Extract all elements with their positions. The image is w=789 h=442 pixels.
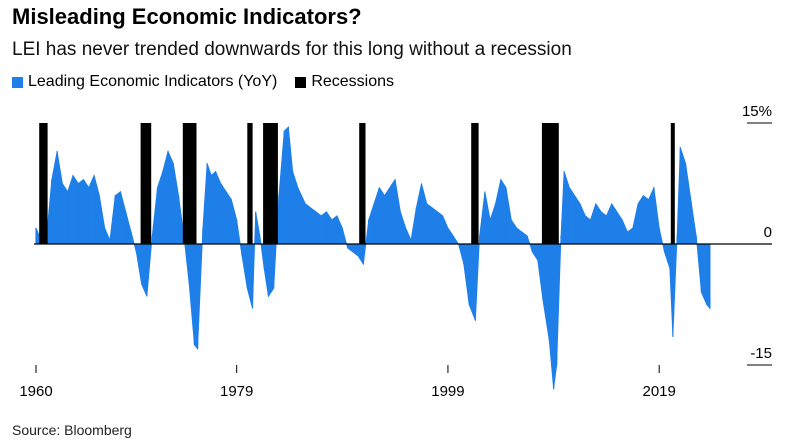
recession-bar-8 — [670, 123, 675, 244]
recession-bar-4 — [263, 123, 278, 244]
recession-bar-2 — [182, 123, 197, 244]
y-tick-label-2: -15 — [750, 345, 772, 362]
recession-bar-5 — [359, 123, 366, 244]
recession-bar-0 — [39, 123, 48, 244]
legend-item-recessions: Recessions — [295, 73, 394, 91]
lei-area — [35, 126, 711, 390]
recession-bar-1 — [140, 123, 152, 244]
legend-swatch-recessions — [295, 76, 307, 88]
legend-label-lei: Leading Economic Indicators (YoY) — [28, 73, 278, 90]
recession-bar-7 — [541, 123, 559, 244]
legend-label-recessions: Recessions — [311, 73, 395, 90]
x-tick-label-2: 1999 — [431, 383, 464, 400]
legend-swatch-lei — [12, 76, 23, 88]
recession-bar-6 — [471, 123, 479, 244]
chart-subtitle: LEI has never trended downwards for this… — [12, 39, 572, 60]
legend: Leading Economic Indicators (YoY) Recess… — [12, 73, 412, 91]
y-tick-label-0: 15% — [742, 103, 772, 120]
x-tick-label-1: 1979 — [220, 383, 253, 400]
x-tick-label-0: 1960 — [19, 383, 52, 400]
y-tick-label-1: 0 — [764, 224, 772, 241]
chart-title: Misleading Economic Indicators? — [12, 4, 362, 29]
legend-item-lei: Leading Economic Indicators (YoY) — [12, 73, 277, 91]
x-tick-label-3: 2019 — [643, 383, 676, 400]
source-note: Source: Bloomberg — [12, 422, 132, 438]
recession-bar-3 — [247, 123, 253, 244]
